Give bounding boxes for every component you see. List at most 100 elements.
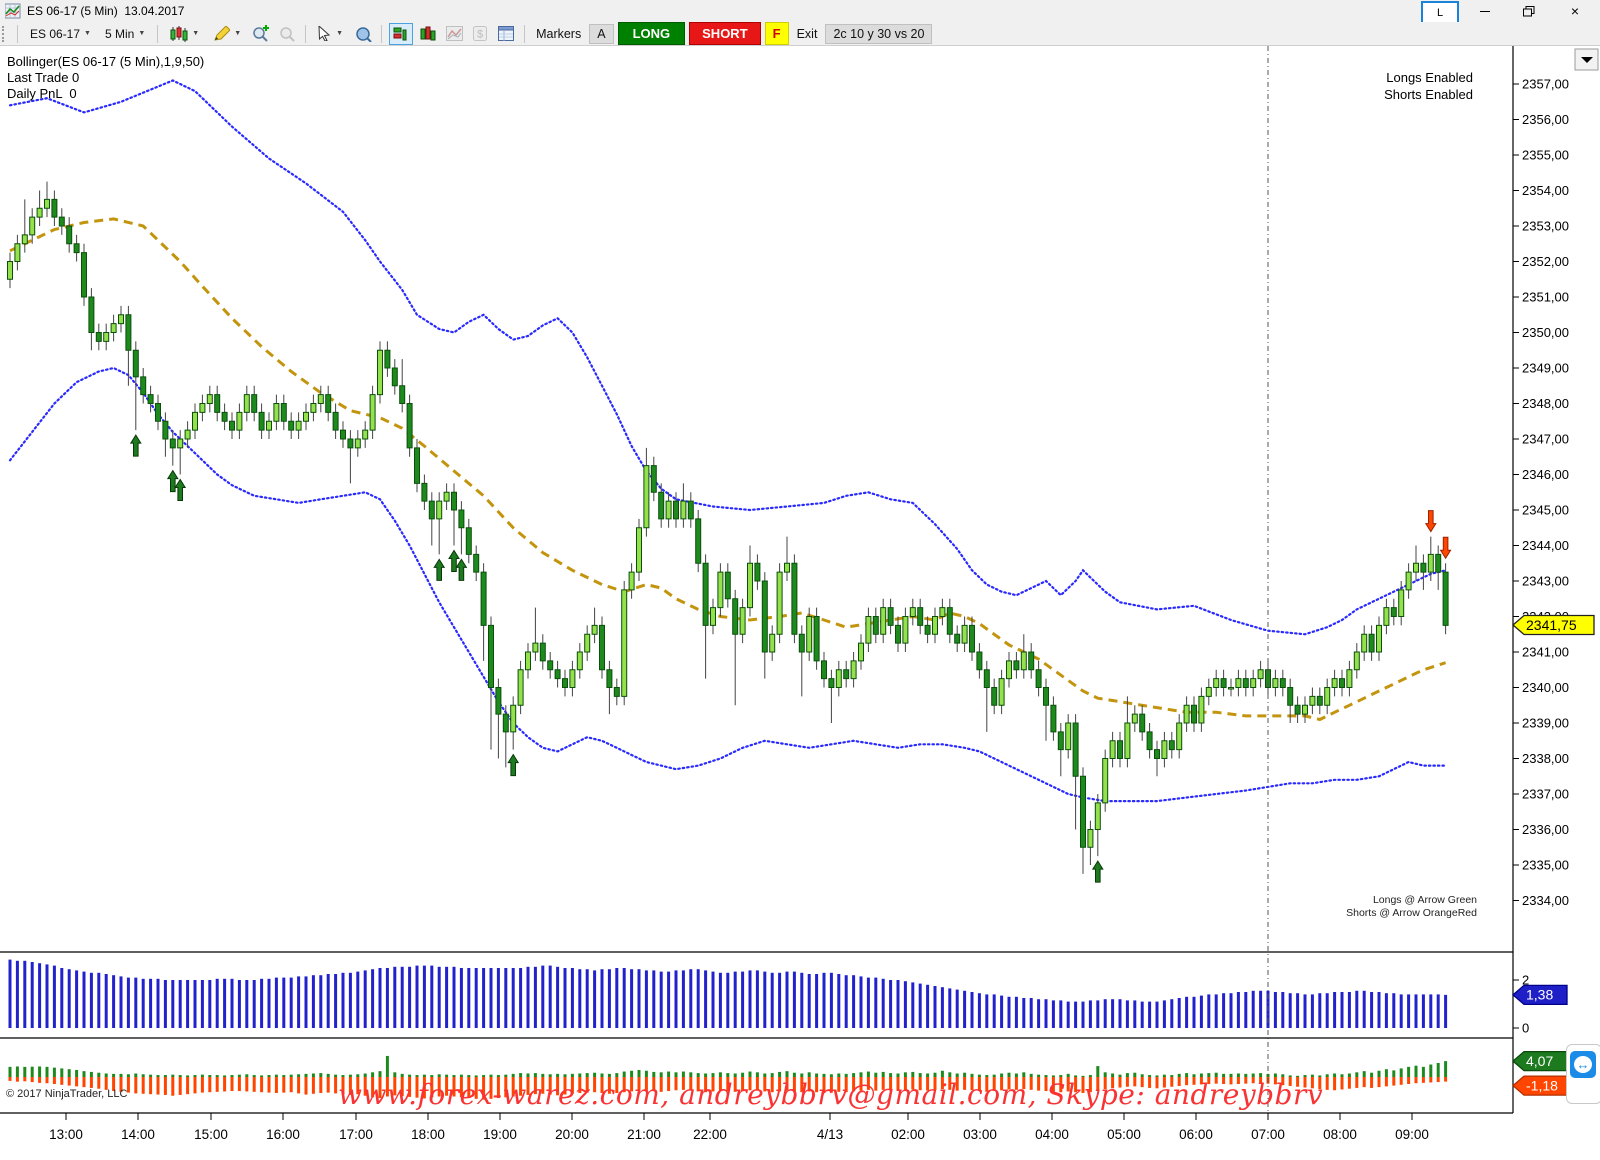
- svg-text:2334,00: 2334,00: [1522, 893, 1569, 908]
- exit-label[interactable]: Exit: [796, 26, 818, 41]
- shorts-enabled-label: Shorts Enabled: [1384, 87, 1473, 102]
- minimize-icon: [1480, 10, 1490, 12]
- svg-text:16:00: 16:00: [266, 1127, 300, 1142]
- chart-trader-button[interactable]: [389, 22, 414, 45]
- svg-text:21:00: 21:00: [627, 1127, 661, 1142]
- svg-text:2353,00: 2353,00: [1522, 219, 1569, 234]
- svg-text:4/13: 4/13: [817, 1127, 843, 1142]
- strategy-chip[interactable]: 2c 10 y 30 vs 20: [825, 23, 933, 44]
- indicator-panel-button[interactable]: [443, 24, 465, 44]
- legend-longs: Longs @ Arrow Green: [1372, 894, 1477, 906]
- chart-style-dropdown[interactable]: ▼: [165, 24, 204, 44]
- zoom-in-button[interactable]: [250, 24, 272, 44]
- svg-text:2356,00: 2356,00: [1522, 112, 1569, 127]
- svg-text:05:00: 05:00: [1107, 1127, 1141, 1142]
- svg-text:04:00: 04:00: [1035, 1127, 1069, 1142]
- chart-app-icon: [4, 3, 21, 19]
- toolbar-grip[interactable]: [2, 25, 8, 42]
- cursor-dropdown[interactable]: ▼: [313, 24, 348, 43]
- svg-text:2: 2: [1522, 973, 1529, 988]
- daily-pnl-label: Daily PnL 0: [7, 86, 77, 101]
- flatten-button[interactable]: F: [764, 22, 789, 45]
- dollar-icon: $: [473, 26, 488, 41]
- svg-text:2341,75: 2341,75: [1526, 617, 1577, 633]
- data-box-button[interactable]: [352, 24, 374, 44]
- svg-text:09:00: 09:00: [1395, 1127, 1429, 1142]
- svg-text:19:00: 19:00: [483, 1127, 517, 1142]
- interval-dropdown[interactable]: 5 Min ▼: [100, 25, 150, 43]
- chevron-down-icon: ▼: [138, 30, 146, 37]
- line-chart-icon: [445, 26, 463, 41]
- minimize-button[interactable]: [1470, 1, 1500, 21]
- svg-text:0: 0: [1522, 1021, 1529, 1036]
- zoom-in-icon: [253, 25, 270, 42]
- svg-text:2336,00: 2336,00: [1522, 822, 1569, 837]
- svg-text:2343,00: 2343,00: [1522, 574, 1569, 589]
- svg-text:2340,00: 2340,00: [1522, 680, 1569, 695]
- svg-text:07:00: 07:00: [1251, 1127, 1285, 1142]
- svg-text:2344,00: 2344,00: [1522, 538, 1569, 553]
- longs-enabled-label: Longs Enabled: [1386, 70, 1473, 85]
- separator: [381, 24, 383, 43]
- separator: [524, 24, 526, 43]
- svg-text:2337,00: 2337,00: [1522, 787, 1569, 802]
- svg-text:-1,18: -1,18: [1526, 1077, 1558, 1093]
- zoom-out-button[interactable]: [276, 24, 298, 44]
- separator: [17, 24, 18, 43]
- data-box-icon: [355, 26, 372, 42]
- separator: [305, 24, 307, 43]
- svg-text:2354,00: 2354,00: [1522, 183, 1569, 198]
- svg-text:2347,00: 2347,00: [1522, 432, 1569, 447]
- svg-text:2339,00: 2339,00: [1522, 716, 1569, 731]
- restore-icon: [1523, 5, 1535, 16]
- svg-text:2335,00: 2335,00: [1522, 858, 1569, 873]
- window-title: ES 06-17 (5 Min) 13.04.2017: [27, 4, 185, 18]
- pencil-icon: [214, 25, 231, 41]
- svg-text:2341,00: 2341,00: [1522, 645, 1569, 660]
- svg-text:15:00: 15:00: [194, 1127, 228, 1142]
- account-performance-button[interactable]: $: [469, 24, 491, 44]
- chart-trader-icon: [393, 27, 407, 40]
- grid-view-button[interactable]: [495, 24, 517, 44]
- instrument-label: ES 06-17: [30, 26, 81, 41]
- link-button[interactable]: L: [1421, 1, 1459, 25]
- strategy-status: Longs Enabled Shorts Enabled: [1384, 69, 1473, 103]
- drawing-tools-dropdown[interactable]: ▼: [208, 24, 246, 44]
- account-button[interactable]: A: [589, 23, 614, 44]
- interval-label: 5 Min: [104, 26, 135, 41]
- order-panel-icon: [420, 26, 436, 40]
- last-trade-label: Last Trade 0: [7, 70, 80, 85]
- svg-text:2351,00: 2351,00: [1522, 290, 1569, 305]
- order-panel-button[interactable]: [417, 24, 439, 44]
- markers-label: Markers: [536, 26, 582, 41]
- arrow-legend: Longs @ Arrow Green Shorts @ Arrow Orang…: [1346, 894, 1477, 919]
- chevron-down-icon: ▼: [192, 30, 200, 37]
- svg-text:02:00: 02:00: [891, 1127, 925, 1142]
- svg-text:4,07: 4,07: [1526, 1053, 1553, 1069]
- short-button[interactable]: SHORT: [689, 22, 761, 45]
- close-button[interactable]: ×: [1560, 1, 1590, 21]
- svg-text:08:00: 08:00: [1323, 1127, 1357, 1142]
- svg-text:2346,00: 2346,00: [1522, 467, 1569, 482]
- legend-shorts: Shorts @ Arrow OrangeRed: [1346, 906, 1477, 919]
- toolbar: ES 06-17 ▼ 5 Min ▼ ▼ ▼ ▼: [0, 22, 1600, 46]
- title-bar: ES 06-17 (5 Min) 13.04.2017 L ×: [0, 0, 1600, 25]
- svg-text:20:00: 20:00: [555, 1127, 589, 1142]
- svg-text:03:00: 03:00: [963, 1127, 997, 1142]
- instrument-dropdown[interactable]: ES 06-17 ▼: [25, 25, 96, 43]
- svg-text:17:00: 17:00: [339, 1127, 373, 1142]
- svg-text:2338,00: 2338,00: [1522, 751, 1569, 766]
- long-button[interactable]: LONG: [617, 22, 686, 45]
- watermark-text: www.forex-warez.com, andreybbrv@gmail.co…: [338, 1078, 1324, 1111]
- svg-text:22:00: 22:00: [693, 1127, 727, 1142]
- candlestick-icon: [170, 25, 188, 42]
- double-arrow-icon: ↔: [1570, 1051, 1596, 1078]
- restore-button[interactable]: [1514, 1, 1544, 21]
- remote-access-badge[interactable]: ↔: [1566, 1044, 1600, 1104]
- chevron-down-icon: ▼: [84, 30, 91, 37]
- grid-icon: [498, 26, 515, 41]
- chevron-down-icon: ▼: [336, 30, 344, 37]
- svg-text:$: $: [477, 29, 483, 41]
- close-icon: ×: [1570, 3, 1580, 19]
